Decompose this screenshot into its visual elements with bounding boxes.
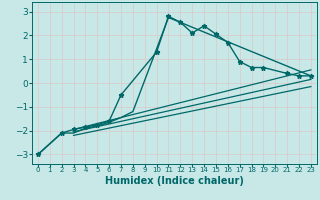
X-axis label: Humidex (Indice chaleur): Humidex (Indice chaleur) [105, 176, 244, 186]
